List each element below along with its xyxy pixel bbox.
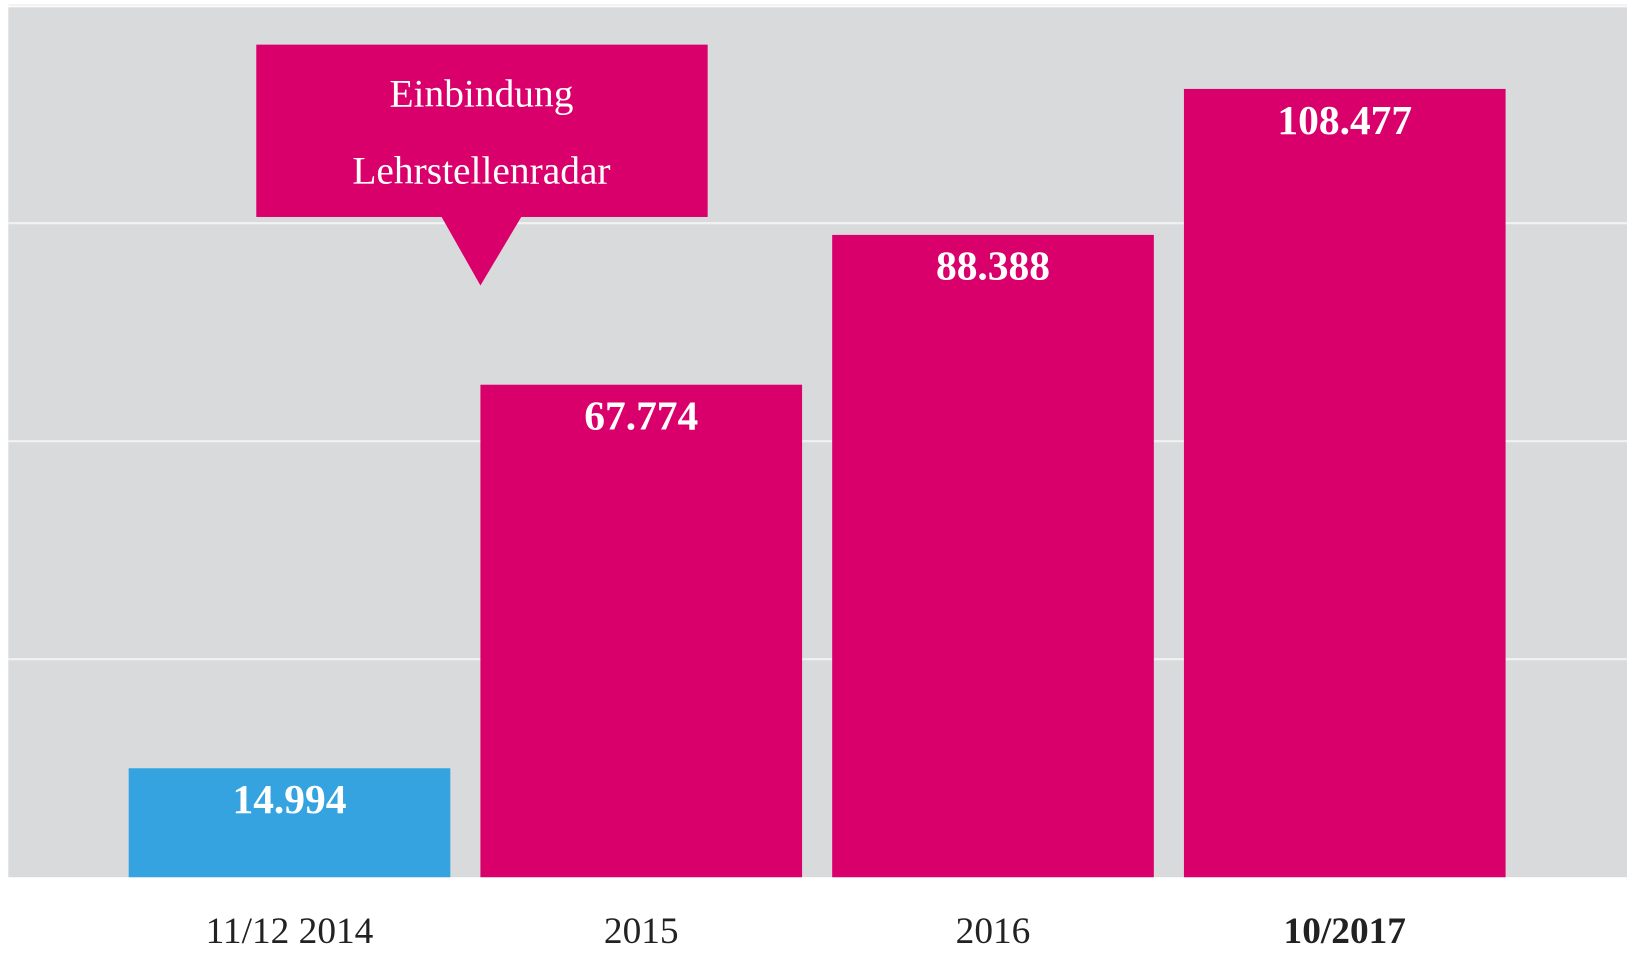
value-label: 67.774 (584, 393, 698, 439)
x-tick-label: 11/12 2014 (206, 911, 374, 952)
x-tick-label: 2015 (604, 911, 679, 952)
x-tick-label: 2016 (956, 911, 1031, 952)
bar (128, 768, 451, 878)
bar (832, 234, 1154, 878)
value-label: 88.388 (936, 243, 1050, 289)
value-label: 108.477 (1277, 97, 1412, 143)
value-label: 14.994 (232, 776, 346, 822)
annotation-box (256, 44, 708, 217)
annotation-text: Einbindung (389, 72, 573, 116)
bar (480, 384, 803, 878)
annotation-text: Lehrstellenradar (352, 148, 610, 192)
annotation-pointer (440, 215, 522, 286)
x-tick-label: 10/2017 (1284, 911, 1406, 952)
bar (1183, 88, 1506, 878)
